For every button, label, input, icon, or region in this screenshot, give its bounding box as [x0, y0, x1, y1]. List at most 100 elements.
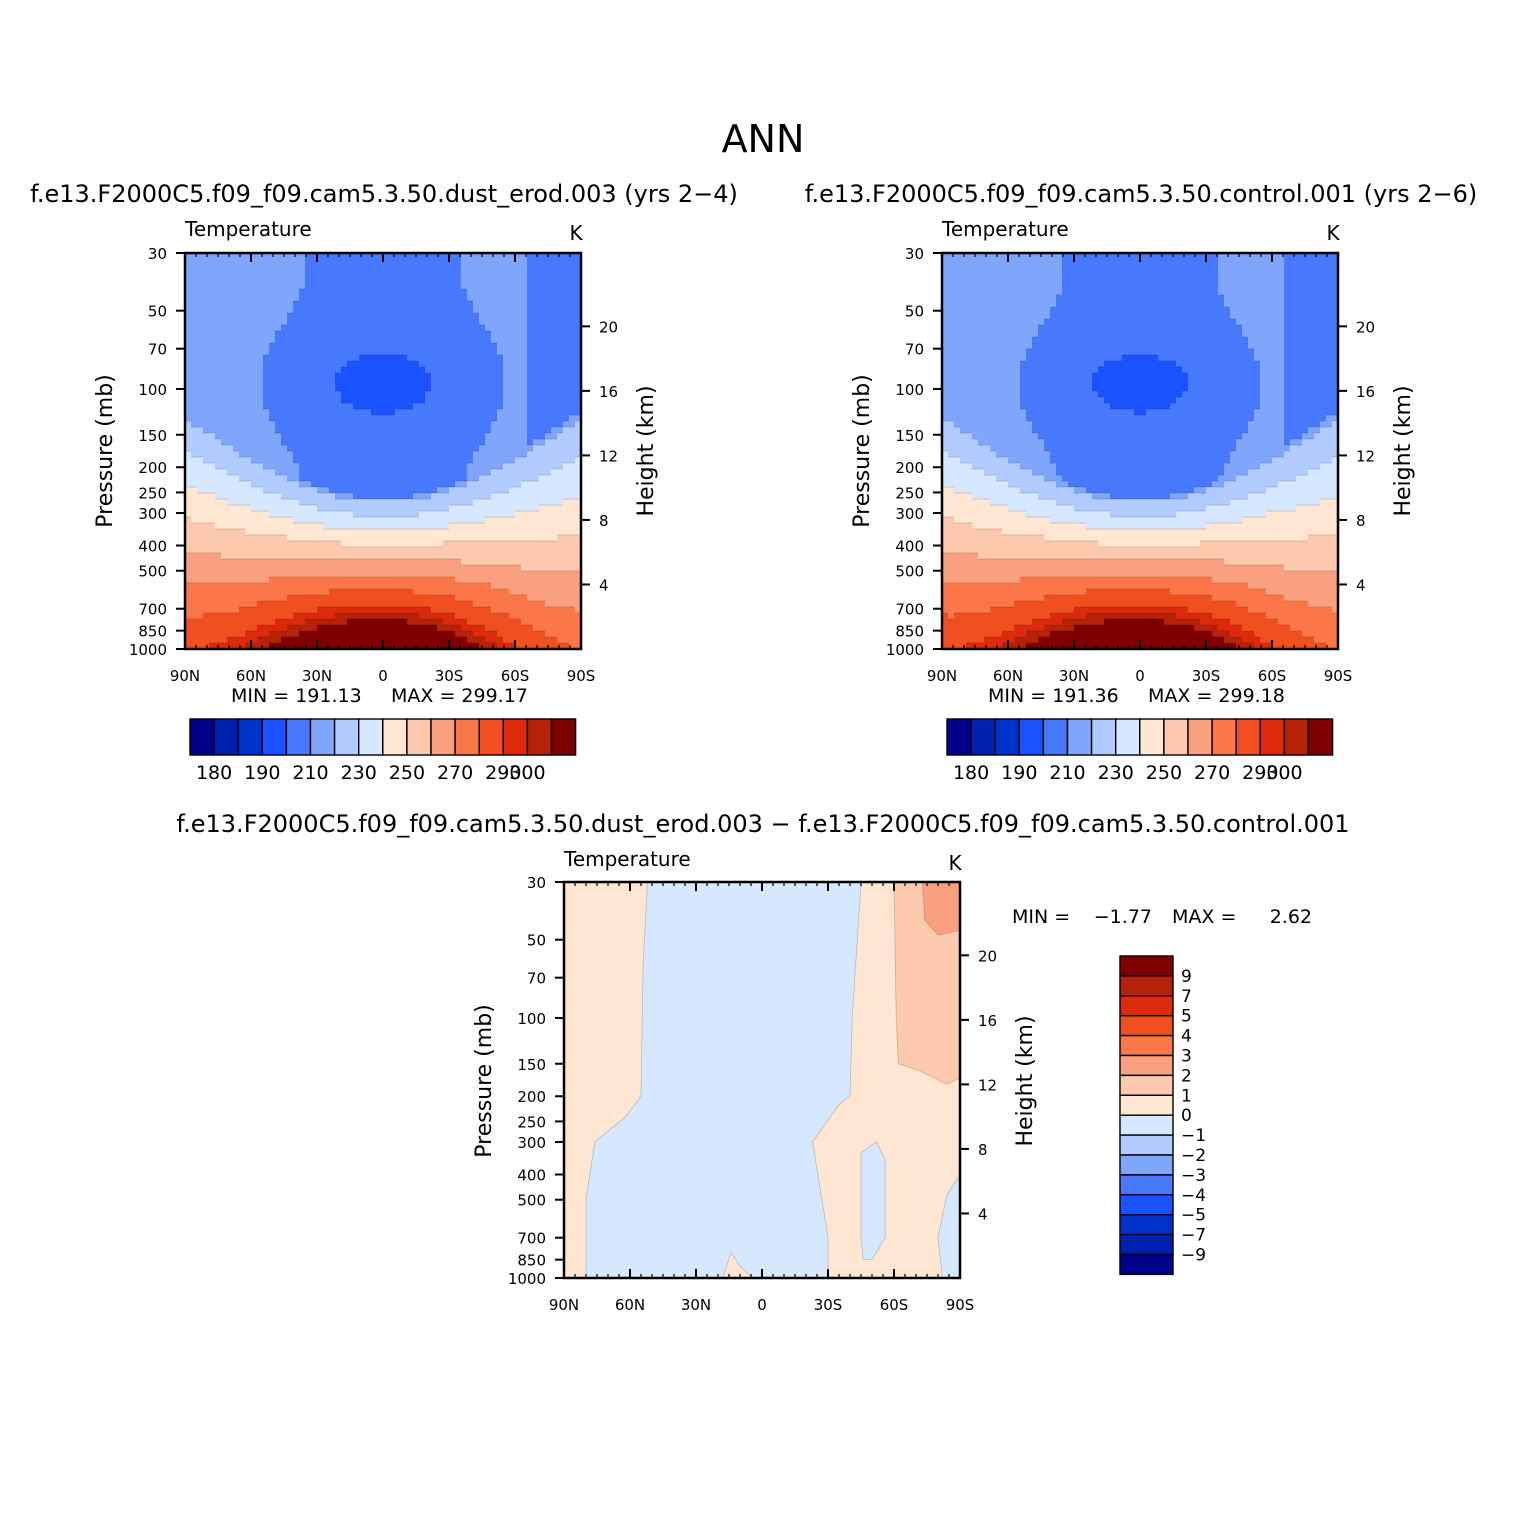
- contour-cell: [347, 373, 354, 380]
- contour-cell: [299, 439, 306, 446]
- contour-cell: [233, 319, 240, 326]
- contour-cell: [509, 391, 516, 398]
- contour-cell: [461, 451, 468, 458]
- contour-cell: [485, 415, 492, 422]
- contour-cell: [479, 469, 486, 476]
- contour-cell: [311, 607, 318, 614]
- contour-cell: [311, 457, 318, 464]
- contour-cell: [413, 307, 420, 314]
- contour-cell: [479, 379, 486, 386]
- contour-cell: [191, 265, 198, 272]
- contour-cell: [551, 367, 558, 374]
- contour-cell: [209, 457, 216, 464]
- contour-cell: [473, 253, 480, 260]
- contour-cell: [251, 271, 258, 278]
- contour-cell: [305, 259, 312, 266]
- contour-cell: [551, 511, 558, 518]
- contour-cell: [449, 505, 456, 512]
- contour-cell: [575, 415, 582, 422]
- contour-cell: [251, 415, 258, 422]
- contour-cell: [569, 601, 576, 608]
- contour-cell: [395, 541, 402, 548]
- contour-cell: [485, 331, 492, 338]
- contour-cell: [509, 367, 516, 374]
- contour-cell: [527, 637, 534, 644]
- contour-cell: [563, 367, 570, 374]
- contour-cell: [455, 505, 462, 512]
- contour-cell: [413, 511, 420, 518]
- contour-cell: [419, 529, 426, 536]
- contour-cell: [431, 283, 438, 290]
- contour-cell: [521, 643, 528, 650]
- contour-cell: [515, 391, 522, 398]
- contour-cell: [317, 295, 324, 302]
- contour-cell: [449, 631, 456, 638]
- contour-cell: [347, 457, 354, 464]
- contour-cell: [419, 337, 426, 344]
- contour-cell: [197, 613, 204, 620]
- contour-cell: [245, 493, 252, 500]
- contour-cell: [275, 361, 282, 368]
- contour-cell: [401, 403, 408, 410]
- contour-cell: [425, 379, 432, 386]
- contour-cell: [335, 265, 342, 272]
- contour-cell: [293, 313, 300, 320]
- contour-cell: [323, 385, 330, 392]
- contour-cell: [347, 523, 354, 530]
- contour-cell: [437, 355, 444, 362]
- contour-cell: [443, 589, 450, 596]
- contour-cell: [449, 373, 456, 380]
- contour-cell: [443, 337, 450, 344]
- contour-cell: [377, 589, 384, 596]
- contour-cell: [443, 493, 450, 500]
- contour-cell: [227, 427, 234, 434]
- contour-cell: [479, 427, 486, 434]
- contour-cell: [527, 481, 534, 488]
- contour-cell: [419, 391, 426, 398]
- contour-cell: [527, 289, 534, 296]
- contour-cell: [197, 481, 204, 488]
- contour-cell: [461, 637, 468, 644]
- contour-cell: [491, 289, 498, 296]
- contour-cell: [551, 403, 558, 410]
- contour-cell: [503, 487, 510, 494]
- contour-cell: [335, 571, 342, 578]
- contour-cell: [539, 613, 546, 620]
- contour-cell: [305, 277, 312, 284]
- contour-cell: [479, 355, 486, 362]
- contour-cell: [191, 589, 198, 596]
- contour-cell: [497, 607, 504, 614]
- contour-cell: [425, 553, 432, 560]
- contour-cell: [515, 481, 522, 488]
- contour-cell: [317, 427, 324, 434]
- contour-cell: [263, 601, 270, 608]
- contour-cell: [215, 415, 222, 422]
- contour-cell: [407, 415, 414, 422]
- contour-cell: [311, 589, 318, 596]
- contour-cell: [425, 583, 432, 590]
- contour-cell: [209, 265, 216, 272]
- contour-cell: [515, 421, 522, 428]
- contour-cell: [401, 271, 408, 278]
- contour-cell: [467, 349, 474, 356]
- contour-cell: [539, 439, 546, 446]
- contour-cell: [233, 253, 240, 260]
- contour-cell: [185, 553, 192, 560]
- contour-cell: [371, 541, 378, 548]
- contour-cell: [503, 331, 510, 338]
- contour-cell: [293, 475, 300, 482]
- contour-cell: [551, 577, 558, 584]
- contour-cell: [287, 445, 294, 452]
- contour-cell: [185, 355, 192, 362]
- contour-cell: [491, 295, 498, 302]
- contour-cell: [311, 583, 318, 590]
- contour-cell: [407, 523, 414, 530]
- contour-cell: [365, 439, 372, 446]
- contour-cell: [431, 385, 438, 392]
- contour-cell: [203, 433, 210, 440]
- contour-cell: [545, 541, 552, 548]
- contour-cell: [515, 313, 522, 320]
- contour-cell: [197, 577, 204, 584]
- contour-cell: [389, 355, 396, 362]
- contour-cell: [221, 361, 228, 368]
